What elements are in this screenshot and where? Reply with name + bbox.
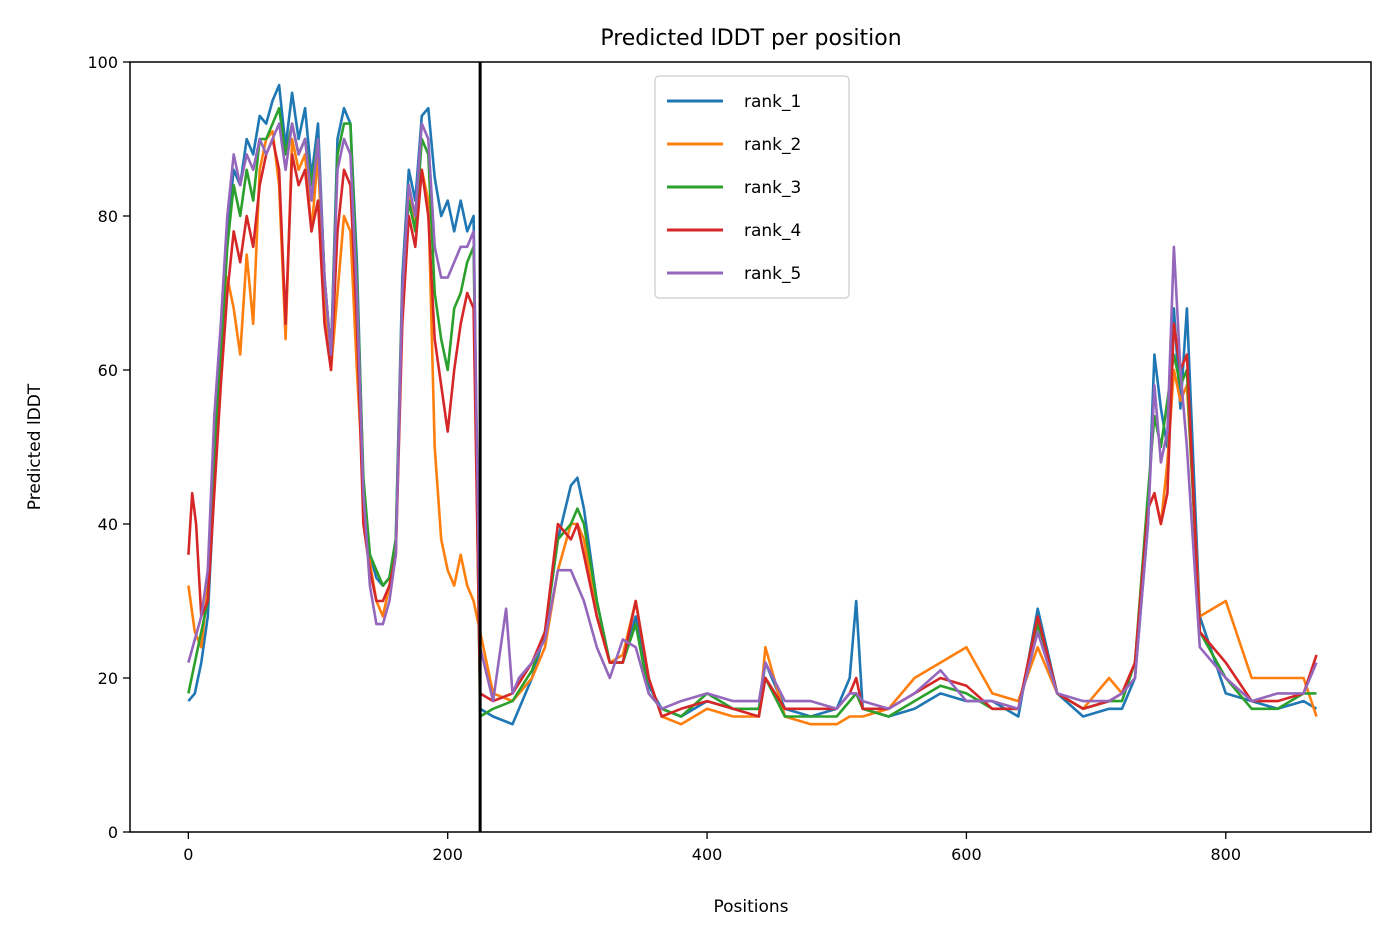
series-line-rank-1 [187, 83, 1318, 726]
legend-label-rank-3: rank_3 [744, 178, 801, 198]
plot-frame [129, 61, 1372, 833]
y-tick-label: 80 [98, 207, 118, 226]
x-tick-label: 600 [951, 845, 982, 864]
chart-title: Predicted lDDT per position [600, 26, 901, 51]
legend-label-rank-2: rank_2 [744, 135, 801, 155]
legend: rank_1 rank_2 rank_3 rank_4 rank_5 [654, 75, 850, 299]
y-axis-label: Predicted lDDT [25, 383, 45, 510]
legend-label-rank-4: rank_4 [744, 221, 801, 241]
x-axis: 0 200 400 600 800 [183, 832, 1241, 864]
x-tick-label: 0 [183, 845, 193, 864]
series-line-rank-5 [187, 122, 1318, 711]
legend-label-rank-1: rank_1 [744, 92, 801, 112]
series-layer [187, 83, 1318, 726]
y-tick-label: 40 [98, 515, 118, 534]
y-tick-label: 20 [98, 669, 118, 688]
legend-label-rank-5: rank_5 [744, 264, 801, 284]
y-axis: 0 20 40 60 80 100 [87, 53, 130, 842]
x-axis-label: Positions [713, 897, 788, 917]
x-tick-label: 800 [1210, 845, 1241, 864]
y-tick-label: 0 [108, 823, 118, 842]
y-tick-label: 100 [87, 53, 118, 72]
legend-box [654, 75, 850, 299]
x-tick-label: 400 [692, 845, 723, 864]
y-tick-label: 60 [98, 361, 118, 380]
x-tick-label: 200 [432, 845, 463, 864]
